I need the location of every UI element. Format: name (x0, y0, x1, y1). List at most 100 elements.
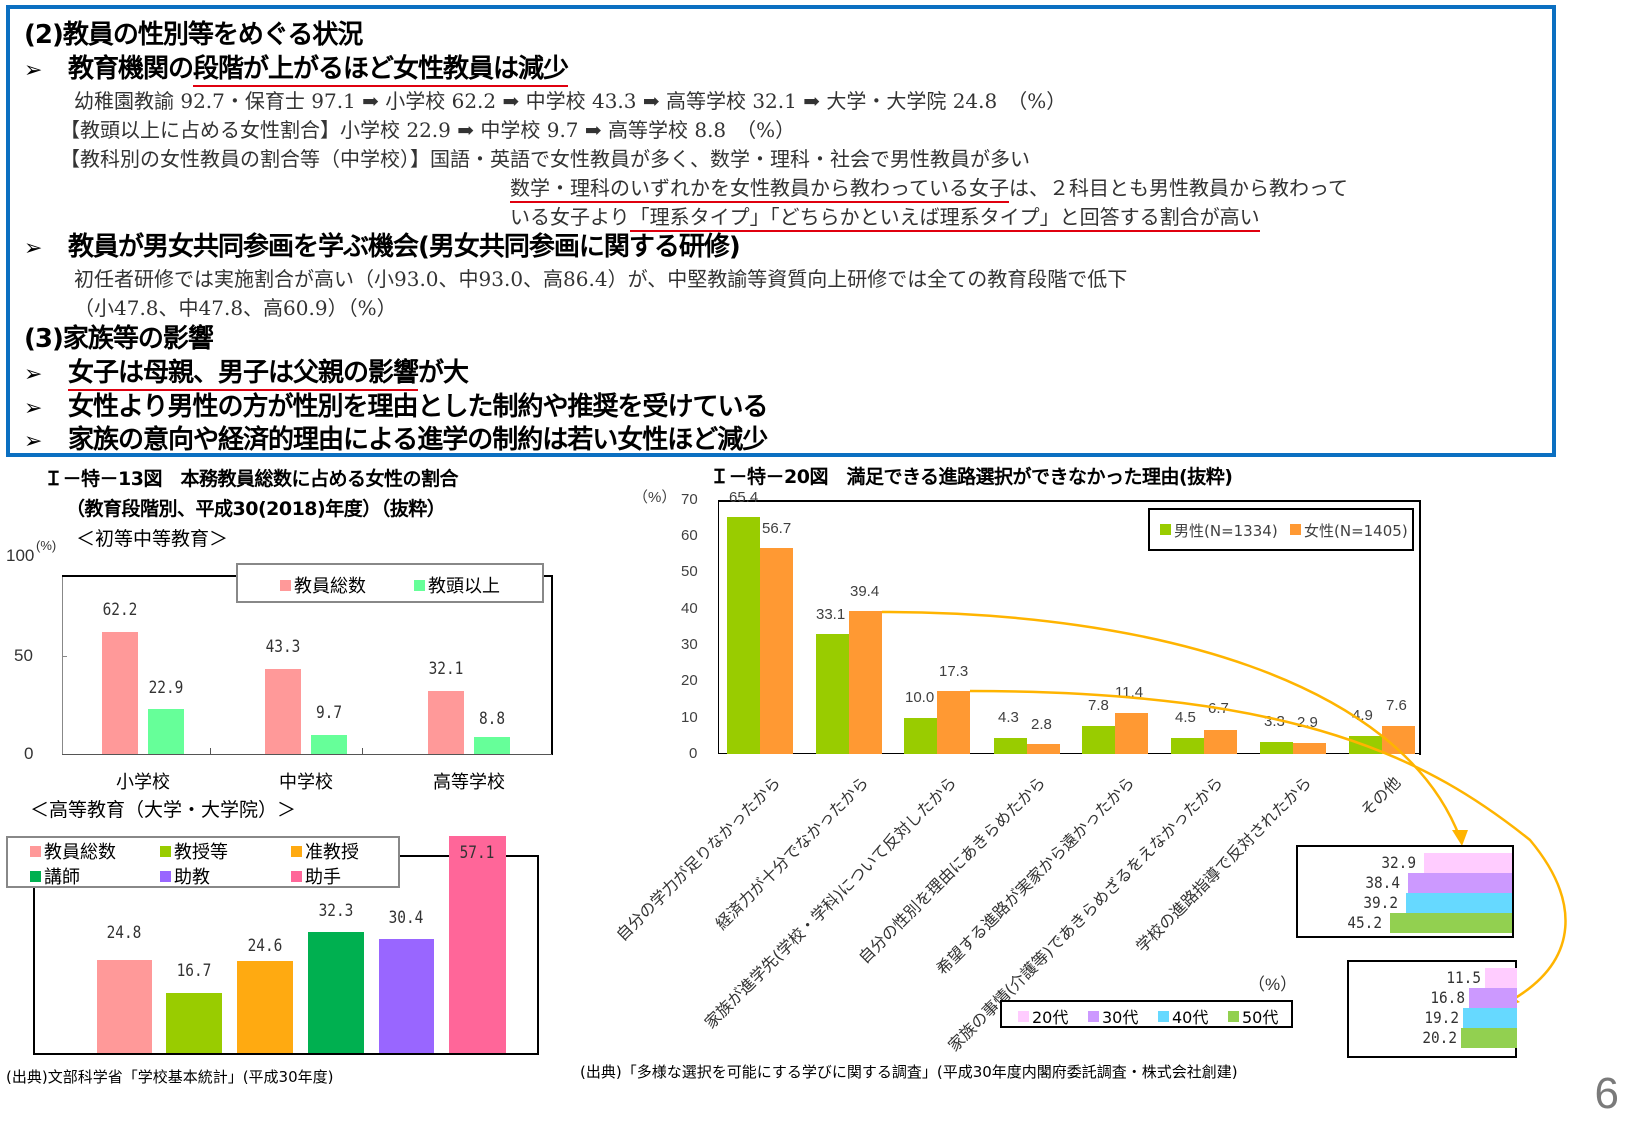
y-tick: 40 (681, 600, 698, 617)
bar-male-distance (1082, 726, 1115, 754)
chart-legend: 男性(N=1334) 女性(N=1405) (1148, 508, 1414, 551)
bar-male-gender (994, 738, 1027, 754)
y-tick: 10 (681, 709, 698, 726)
legend-item-professor: 教授等 (160, 838, 228, 864)
bullet-arrow-icon: ➢ (24, 236, 42, 261)
y-unit-label: （%） (633, 489, 677, 506)
legend-item-assistant-prof: 助教 (160, 863, 210, 889)
bar-total (97, 960, 152, 1053)
plot-right-border (551, 575, 553, 755)
value-label: 7.6 (1386, 697, 1407, 714)
y-tick: 20 (681, 672, 698, 689)
legend-item-30s: 30代 (1088, 1004, 1138, 1028)
legend-swatch-icon (1018, 1011, 1029, 1022)
value-label: 24.6 (247, 936, 283, 956)
body-line-math-science: 数学・理科のいずれかを女性教員から教わっている女子は、２科目とも男性教員から教わ… (510, 175, 1348, 203)
value-label: 8.8 (478, 709, 506, 729)
value-label: 32.3 (318, 901, 354, 921)
x-axis (33, 1053, 539, 1055)
bullet-arrow-icon: ➢ (24, 429, 42, 454)
legend-swatch-icon (414, 580, 425, 591)
value-label: 4.9 (1352, 707, 1373, 724)
value-label: 17.3 (939, 663, 969, 680)
plot-right-border (1419, 500, 1421, 755)
y-tick: 60 (681, 527, 698, 544)
body-line-subjects: 【教科別の女性教員の割合等（中学校）】国語・英語で女性教員が多く、数学・理科・社… (60, 147, 1030, 171)
legend-swatch-icon (160, 846, 171, 857)
bar-20s (1485, 968, 1517, 988)
bar-male-academic (727, 517, 760, 754)
legend-label: 教頭以上 (428, 576, 500, 597)
body-line-vice-principal: 【教頭以上に占める女性割合】小学校 22.9 ➡ 中学校 9.7 ➡ 高等学校 … (60, 118, 796, 142)
y-axis (718, 500, 719, 754)
bar-male-economic (816, 634, 849, 754)
bullet-text: 教育機関の (68, 54, 194, 84)
legend-swatch-icon (291, 871, 302, 882)
plot-left-border (33, 855, 35, 1055)
legend-label: 女性(N=1405) (1304, 522, 1408, 540)
legend-label: 男性(N=1334) (1174, 522, 1278, 540)
bullet-arrow-icon: ➢ (24, 362, 42, 387)
legend-swatch-icon (1290, 524, 1301, 535)
legend-label: 准教授 (305, 842, 359, 863)
legend-item-40s: 40代 (1158, 1004, 1208, 1028)
text: いる女子より (510, 205, 630, 229)
bar-female-distance (1115, 713, 1148, 754)
bar-male-family-oppose (904, 718, 937, 754)
legend-item-50s: 50代 (1228, 1004, 1278, 1028)
value-label: 4.5 (1175, 709, 1196, 726)
right-source-note: (出典)「多様な選択を可能にする学びに関する調査」(平成30年度内閣府委託調査・… (580, 1063, 1238, 1081)
plot-top-border (718, 500, 1420, 502)
y-tick-100: 100 (6, 546, 35, 565)
value-label: 43.3 (265, 637, 301, 657)
x-label-elementary: 小学校 (116, 772, 170, 793)
legend-swatch-icon (291, 846, 302, 857)
body-line-training-initial: 初任者研修では実施割合が高い（小93.0、中93.0、高86.4）が、中堅教諭等… (74, 267, 1128, 291)
bar-female-school-guidance (1293, 743, 1326, 754)
legend-swatch-icon (1228, 1011, 1239, 1022)
legend-item-female: 女性(N=1405) (1290, 520, 1408, 541)
bar-30s (1408, 873, 1512, 893)
y-tick: 30 (681, 636, 698, 653)
bar-male-family-circumstance (1171, 738, 1204, 754)
legend-label: 教員総数 (294, 576, 366, 597)
x-axis (718, 753, 1420, 754)
bullet-teacher-stage: ➢ 教育機関の段階が上がるほど女性教員は減少 (24, 54, 569, 87)
legend-label: 教員総数 (44, 842, 116, 863)
value-label: 57.1 (459, 843, 495, 863)
left-figure-subtitle: （教育段階別、平成30(2018)年度）（抜粋） (66, 498, 446, 520)
body-line-science-type: いる女子より「理系タイプ」「どちらかといえば理系タイプ」と回答する割合が高い (510, 204, 1260, 232)
legend-label: 助教 (174, 867, 210, 888)
legend-label: 講師 (44, 867, 80, 888)
value-label: 62.2 (102, 600, 138, 620)
bullet-text-underlined: 女子は母親、男子は父親の影響 (68, 358, 419, 391)
x-label-high: 高等学校 (433, 772, 505, 793)
bar-50s (1461, 1028, 1517, 1048)
left-figure-title: Ｉ－特－13図 本務教員総数に占める女性の割合 (44, 468, 458, 490)
bar-female-academic (760, 548, 793, 754)
legend-item-total: 教員総数 (30, 838, 116, 864)
summary-frame (6, 5, 1556, 457)
text: は、２科目とも男性教員から教わって (1009, 176, 1348, 200)
value-label: 16.7 (176, 961, 212, 981)
underlined-text: 「理系タイプ」「どちらかといえば理系タイプ」と回答する割合が高い (629, 205, 1260, 232)
legend-item-male: 男性(N=1334) (1160, 520, 1278, 541)
legend-swatch-icon (1160, 524, 1171, 535)
bullet-arrow-icon: ➢ (24, 58, 42, 83)
bar-male-school-guidance (1260, 742, 1293, 754)
y-tick: 70 (681, 491, 698, 508)
tick-mark (62, 656, 67, 657)
legend-swatch-icon (280, 580, 291, 591)
value-label: 56.7 (762, 520, 792, 537)
bar-high-vice (474, 737, 510, 754)
legend-swatch-icon (30, 846, 41, 857)
bar-20s (1424, 853, 1512, 873)
tick-mark (362, 748, 363, 754)
bar-50s (1390, 913, 1512, 933)
bar-professor (166, 993, 222, 1053)
bar-assistant (449, 836, 506, 1053)
bullet-family-economy: ➢ 家族の意向や経済的理由による進学の制約は若い女性ほど減少 (24, 425, 768, 457)
x-label-junior: 中学校 (279, 772, 333, 793)
age-unit-label: （%） (1248, 975, 1298, 994)
